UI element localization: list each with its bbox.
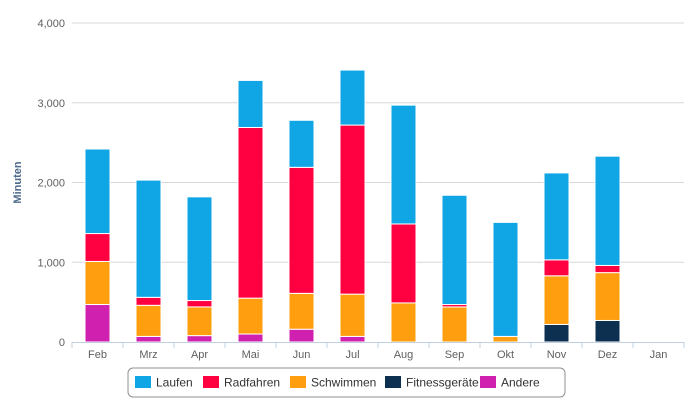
legend-swatch (135, 376, 151, 388)
bar-segment (594, 272, 621, 321)
bar-segment (339, 293, 366, 337)
bar-segment (594, 264, 621, 274)
legend-swatch (290, 376, 306, 388)
bar-segment (288, 292, 315, 330)
legend-item-label[interactable]: Schwimmen (311, 376, 376, 390)
x-tick-label: Nov (547, 349, 567, 361)
bar-segment (186, 300, 213, 308)
bars (84, 69, 621, 343)
y-tick-label: 4,000 (37, 18, 65, 30)
legend-item-label[interactable]: Andere (501, 376, 540, 390)
bar-segment (543, 323, 570, 343)
bar-segment (288, 328, 315, 343)
x-tick-label: Sep (445, 349, 465, 361)
bar-segment (339, 124, 366, 295)
bar-segment (441, 306, 468, 343)
bar-segment (135, 304, 162, 337)
bar-segment (186, 306, 213, 337)
bar-segment (543, 275, 570, 325)
bar-segment (543, 259, 570, 277)
x-tick-label: Jun (293, 349, 311, 361)
y-axis-label: Minuten (12, 161, 24, 203)
bar-segment (288, 166, 315, 294)
x-tick-label: Aug (394, 349, 414, 361)
x-tick-label: Feb (88, 349, 107, 361)
x-tick-label: Mai (242, 349, 260, 361)
bar-segment (339, 69, 366, 126)
x-axis: Feb Mrz Apr Mai Jun Jul Aug Sep Okt Nov Dez Jan (71, 342, 685, 361)
legend-box (127, 367, 566, 398)
legend-swatch (385, 376, 401, 388)
x-tick-label: Dez (598, 349, 618, 361)
y-tick-label: 0 (59, 337, 65, 349)
x-tick-label: Okt (497, 349, 514, 361)
bar-segment (492, 221, 519, 337)
y-tick-label: 3,000 (37, 98, 65, 110)
bar-segment (594, 319, 621, 343)
x-tick-label: Jul (345, 349, 359, 361)
legend-swatch (203, 376, 219, 388)
bar-segment (84, 148, 111, 235)
legend-item-label[interactable]: Fitnessgeräte (406, 376, 479, 390)
grid-lines (72, 22, 684, 263)
bar-segment (135, 296, 162, 306)
bar-segment (84, 304, 111, 343)
bar-segment (237, 333, 264, 343)
bar-segment (543, 172, 570, 261)
bar-segment (186, 196, 213, 302)
bar-segment (135, 179, 162, 298)
bar-segment (441, 194, 468, 306)
legend: Laufen Radfahren Schwimmen Fitnessgeräte And… (127, 367, 566, 398)
y-axis: 0 1,000 2,000 3,000 4,000 (37, 18, 65, 349)
bar-segment (237, 126, 264, 299)
bar-segment (237, 297, 264, 335)
y-tick-label: 1,000 (37, 257, 65, 269)
bar-segment (390, 223, 417, 304)
bar-segment (339, 335, 366, 343)
bar-segment (84, 260, 111, 306)
x-tick-label: Jan (650, 349, 668, 361)
bar-segment (492, 335, 519, 343)
y-tick-label: 2,000 (37, 178, 65, 190)
legend-swatch (480, 376, 496, 388)
x-tick-label: Apr (191, 349, 208, 361)
legend-item-label[interactable]: Laufen (156, 376, 193, 390)
bar-segment (390, 302, 417, 343)
bar-segment (135, 335, 162, 343)
bar-segment (390, 104, 417, 225)
legend-item-label[interactable]: Radfahren (224, 376, 280, 390)
bar-segment (237, 79, 264, 128)
bar-segment (84, 233, 111, 262)
bar-segment (288, 119, 315, 168)
bar-segment (186, 335, 213, 343)
x-tick-label: Mrz (139, 349, 157, 361)
bar-segment (594, 155, 621, 266)
